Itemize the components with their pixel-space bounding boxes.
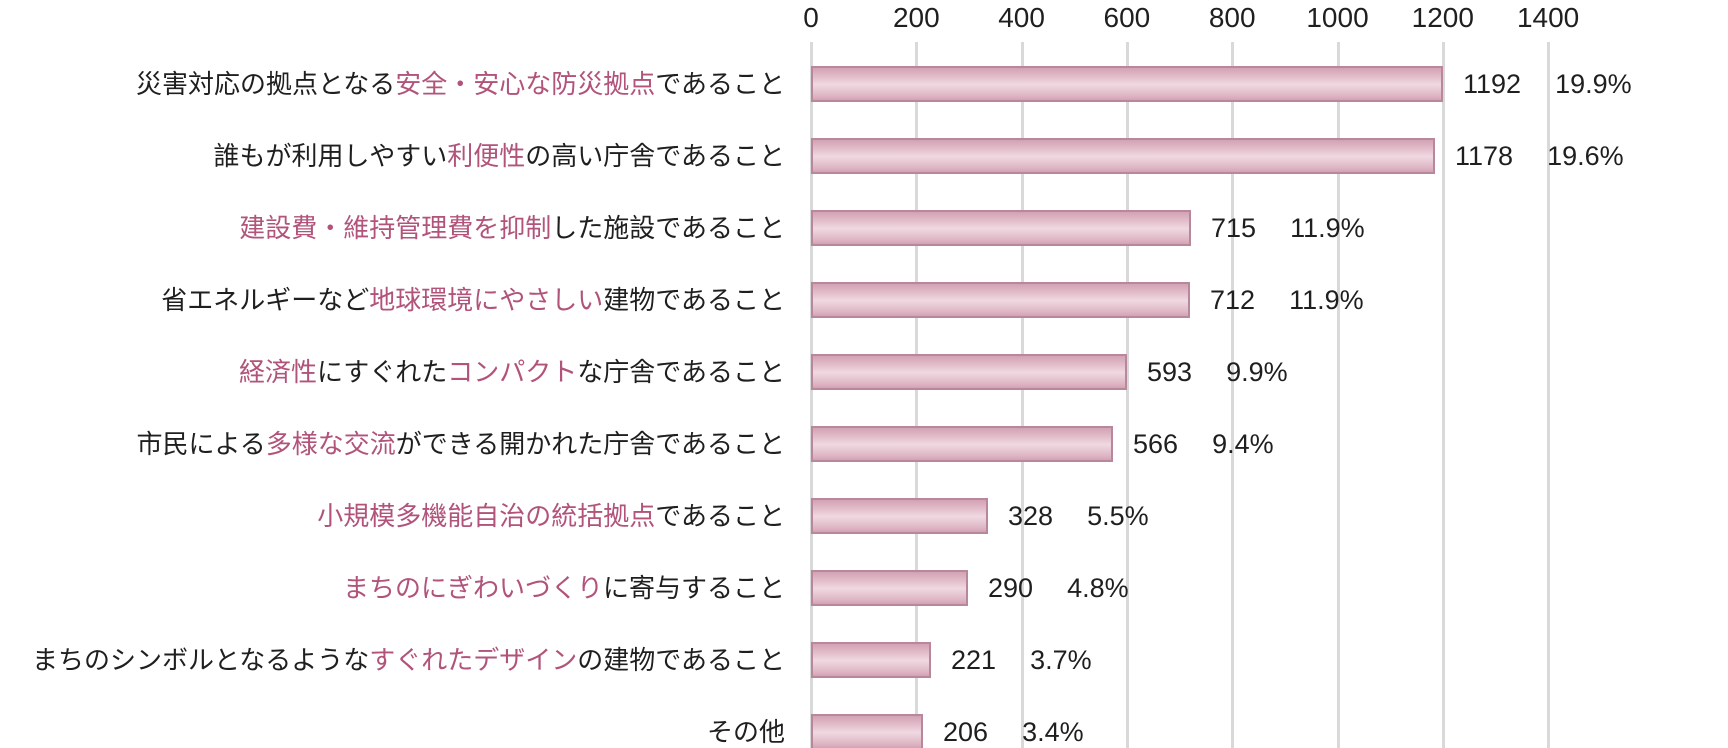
value-label: 221 (951, 645, 997, 675)
value-label: 290 (988, 573, 1034, 603)
gridline (1336, 42, 1340, 748)
x-axis-tick-label: 200 (892, 2, 940, 33)
category-label-text: にすぐれた (316, 357, 448, 387)
bar (811, 282, 1190, 318)
percent-label: 9.9% (1226, 357, 1288, 387)
percent-label: 11.9% (1289, 285, 1364, 315)
bar (811, 498, 988, 534)
x-axis-tick-label: 1200 (1411, 2, 1474, 33)
value-group: 206 3.4% (943, 714, 1084, 748)
value-group: 1178 19.6% (1455, 138, 1624, 174)
value-group: 712 11.9% (1210, 282, 1364, 318)
category-label-text: の建物であること (577, 645, 785, 675)
category-label-text: まちのシンボルとなるような (32, 645, 370, 675)
percent-label: 5.5% (1087, 501, 1149, 531)
value-group: 593 9.9% (1147, 354, 1288, 390)
category-label-text: 災害対応の拠点となる (136, 69, 396, 99)
category-label-text: 省エネルギーなど (161, 285, 370, 315)
value-label: 328 (1008, 501, 1054, 531)
category-label-text: であること (655, 69, 785, 99)
category-label-emphasis: 建設費・維持管理費を抑制 (239, 213, 552, 243)
category-label: 誰もが利用しやすい利便性の高い庁舎であること (0, 139, 785, 173)
percent-label: 11.9% (1290, 213, 1365, 243)
bar (811, 354, 1127, 390)
category-label: その他 (0, 715, 785, 748)
category-label: 経済性にすぐれたコンパクトな庁舎であること (0, 355, 785, 389)
category-label-text: その他 (706, 717, 785, 747)
category-label: 災害対応の拠点となる安全・安心な防災拠点であること (0, 67, 785, 101)
category-label: 小規模多機能自治の統括拠点であること (0, 499, 785, 533)
category-label: 省エネルギーなど地球環境にやさしい建物であること (0, 283, 785, 317)
category-label-text: であること (655, 501, 785, 531)
bar (811, 642, 931, 678)
bar (811, 66, 1443, 102)
gridline (1125, 42, 1129, 748)
value-label: 566 (1133, 429, 1179, 459)
gridline (1441, 42, 1445, 748)
gridline (810, 42, 813, 748)
gridline (915, 42, 919, 748)
percent-label: 4.8% (1067, 573, 1129, 603)
category-label: 市民による多様な交流ができる開かれた庁舎であること (0, 427, 785, 461)
x-axis-tick-label: 1000 (1306, 2, 1369, 33)
category-label-text: した施設であること (551, 213, 785, 243)
percent-label: 19.9% (1555, 69, 1632, 99)
category-label-text: ができる開かれた庁舎であること (395, 429, 785, 459)
value-group: 715 11.9% (1211, 210, 1365, 246)
value-label: 1178 (1455, 141, 1514, 171)
value-label: 715 (1211, 213, 1257, 243)
percent-label: 3.4% (1022, 717, 1084, 747)
value-group: 566 9.4% (1133, 426, 1274, 462)
bar (811, 210, 1191, 246)
gridline (1020, 42, 1024, 748)
category-label-text: の高い庁舎であること (525, 141, 785, 171)
category-label-emphasis: すぐれたデザイン (369, 645, 578, 675)
category-label-emphasis: 利便性 (447, 141, 526, 171)
value-group: 1192 19.9% (1463, 66, 1632, 102)
value-label: 206 (943, 717, 989, 747)
value-label: 1192 (1463, 69, 1522, 99)
category-label: まちのシンボルとなるようなすぐれたデザインの建物であること (0, 643, 785, 677)
gridline (1547, 42, 1551, 748)
x-axis-tick-label: 0 (803, 2, 819, 33)
bar (811, 714, 923, 748)
category-label-emphasis: 小規模多機能自治の統括拠点 (317, 501, 656, 531)
category-label-emphasis: 経済性 (238, 357, 317, 387)
value-group: 290 4.8% (988, 570, 1129, 606)
category-label-text: に寄与すること (602, 573, 785, 603)
category-label-emphasis: まちのにぎわいづくり (342, 573, 603, 603)
category-label-text: な庁舎であること (577, 357, 785, 387)
category-label-emphasis: コンパクト (447, 357, 578, 387)
x-axis-tick-label: 600 (1103, 2, 1151, 33)
x-axis-tick-label: 1400 (1516, 2, 1580, 33)
percent-label: 9.4% (1212, 429, 1274, 459)
bar (811, 138, 1435, 174)
category-label-text: 市民による (136, 429, 266, 459)
category-label-emphasis: 安全・安心な防災拠点 (395, 69, 656, 99)
gridline (1231, 42, 1235, 748)
x-axis-tick-label: 800 (1208, 2, 1256, 33)
category-label-text: 誰もが利用しやすい (213, 141, 448, 171)
percent-label: 19.6% (1547, 141, 1624, 171)
value-label: 593 (1147, 357, 1193, 387)
category-label-text: 建物であること (603, 285, 785, 315)
bar (811, 426, 1113, 462)
x-axis-tick-label: 400 (998, 2, 1045, 33)
value-group: 328 5.5% (1008, 498, 1149, 534)
bar (811, 570, 968, 606)
percent-label: 3.7% (1030, 645, 1092, 675)
category-label: 建設費・維持管理費を抑制した施設であること (0, 211, 785, 245)
value-group: 221 3.7% (951, 642, 1092, 678)
value-label: 712 (1210, 285, 1256, 315)
category-label: まちのにぎわいづくりに寄与すること (0, 571, 785, 605)
category-label-emphasis: 地球環境にやさしい (369, 285, 604, 315)
category-label-emphasis: 多様な交流 (265, 429, 396, 459)
